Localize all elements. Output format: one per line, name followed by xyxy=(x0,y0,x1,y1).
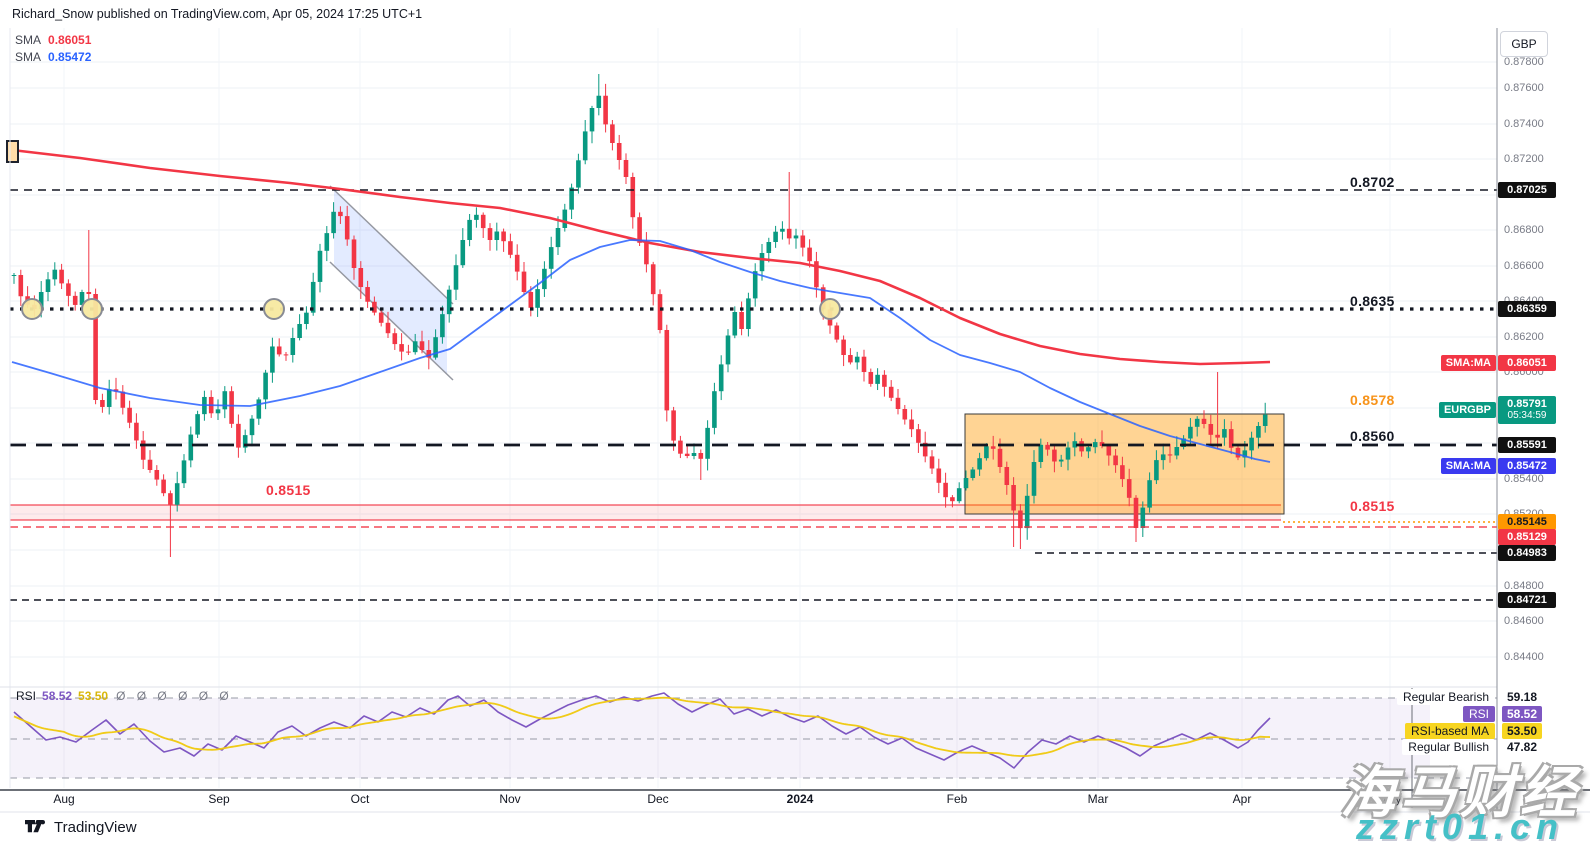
rsi-row-label: RSI-based MA xyxy=(1404,723,1495,739)
rsi-row-value: 58.52 xyxy=(1502,706,1543,722)
axis-price-badge: 0.85129 xyxy=(1498,529,1556,545)
support-zone-0-8515[interactable] xyxy=(10,505,1281,520)
tradingview-logo-text: TradingView xyxy=(54,819,137,836)
touch-point-circle[interactable] xyxy=(81,298,103,320)
rsi-row-value: 53.50 xyxy=(1502,723,1543,739)
axis-tick: 0.87600 xyxy=(1504,82,1544,94)
month-label: Sep xyxy=(208,792,230,806)
price-level-label: 0.8560 xyxy=(1350,428,1395,444)
price-level-label: 0.8515 xyxy=(1350,498,1395,514)
axis-price-badge: 0.87025 xyxy=(1498,182,1556,198)
axis-price-badge: 0.85472 xyxy=(1498,458,1556,474)
month-label: Nov xyxy=(499,792,521,806)
rsi-ma-value: 53.50 xyxy=(78,689,109,703)
tradingview-logo-icon xyxy=(25,819,45,832)
currency-toggle-button[interactable]: GBP xyxy=(1500,31,1548,57)
axis-price-badge: 0.84983 xyxy=(1498,545,1556,561)
sma-fast-legend[interactable]: SMA 0.85472 xyxy=(15,50,91,64)
countdown-timer: 05:34:59 xyxy=(1507,410,1547,421)
month-label: Dec xyxy=(647,792,669,806)
month-label: Oct xyxy=(350,792,370,806)
axis-tick: 0.87400 xyxy=(1504,118,1544,130)
rsi-row-label: Regular Bullish xyxy=(1402,739,1495,755)
axis-tick: 0.87200 xyxy=(1504,153,1544,165)
axis-tick: 0.84400 xyxy=(1504,651,1544,663)
axis-price-badge: 0.85145 xyxy=(1498,514,1556,530)
axis-price-badge: 0.84721 xyxy=(1498,592,1556,608)
axis-price-badge: 0.85791 05:34:59 xyxy=(1498,396,1556,424)
sma-slow-line[interactable] xyxy=(11,148,1271,366)
rsi-legend[interactable]: RSI 58.52 53.50 Ø Ø Ø Ø Ø Ø xyxy=(16,689,233,703)
sma-tag: SMA:MA xyxy=(1440,458,1496,474)
price-level-label: 0.8702 xyxy=(1350,174,1395,190)
tradingview-logo[interactable]: TradingView xyxy=(25,819,137,836)
rsi-pane xyxy=(10,692,1497,779)
sma-fast-value: 0.85472 xyxy=(48,50,92,64)
attribution-text: Richard_Snow published on TradingView.co… xyxy=(12,7,423,21)
month-label: Feb xyxy=(946,792,968,806)
touch-point-circle[interactable] xyxy=(263,298,285,320)
price-level-label: 0.8515 xyxy=(266,482,311,498)
month-label: Mar xyxy=(1087,792,1109,806)
sma-tag: SMA:MA xyxy=(1440,355,1496,371)
pane-borders xyxy=(0,28,1590,813)
rsi-empty-slots: Ø Ø Ø Ø Ø Ø xyxy=(116,689,233,703)
touch-point-circle[interactable] xyxy=(819,298,841,320)
axis-price-badge: 0.86359 xyxy=(1498,301,1556,317)
rsi-value: 58.52 xyxy=(42,689,73,703)
month-label: Aug xyxy=(53,792,75,806)
level-lines xyxy=(10,189,1497,601)
axis-tick: 0.86200 xyxy=(1504,331,1544,343)
sma-fast-line[interactable] xyxy=(11,239,1271,463)
watermark-cn: 海马财经 xyxy=(1340,761,1580,824)
rsi-row-value: 47.82 xyxy=(1502,739,1543,755)
month-label: Apr xyxy=(1232,792,1252,806)
axis-price-badge: 0.85591 xyxy=(1498,437,1556,453)
sma-slow-label: SMA xyxy=(15,33,42,47)
axis-price-badge: 0.86051 xyxy=(1498,355,1556,371)
axis-tick: 0.84800 xyxy=(1504,580,1544,592)
level-markers xyxy=(6,140,841,320)
sma-fast-label: SMA xyxy=(15,50,42,64)
sma-slow-legend[interactable]: SMA 0.86051 xyxy=(15,33,91,47)
axis-tick: 0.85400 xyxy=(1504,473,1544,485)
drawings-under xyxy=(10,185,1285,521)
rsi-label: RSI xyxy=(16,689,37,703)
symbol-tag: EURGBP xyxy=(1438,402,1496,418)
axis-tick: 0.86800 xyxy=(1504,224,1544,236)
price-level-label: 0.8578 xyxy=(1350,392,1395,408)
month-label: May xyxy=(1378,792,1402,806)
rsi-row-value: 59.18 xyxy=(1502,689,1543,705)
price-level-label: 0.8635 xyxy=(1350,293,1395,309)
rsi-row-label: Regular Bearish xyxy=(1396,689,1495,705)
sma-slow-value: 0.86051 xyxy=(48,33,92,47)
touch-point-circle[interactable] xyxy=(21,298,43,320)
bull-flag-channel[interactable] xyxy=(334,190,447,374)
rsi-row-label: RSI xyxy=(1462,706,1495,722)
left-edge-marker[interactable] xyxy=(6,140,19,163)
axis-tick: 0.84600 xyxy=(1504,615,1544,627)
axis-tick: 0.86600 xyxy=(1504,260,1544,272)
axis-tick: 0.87800 xyxy=(1504,56,1544,68)
watermark-url: zzrt01.cn xyxy=(1355,806,1564,847)
rsi-ma-line[interactable] xyxy=(13,696,1271,757)
month-label: 2024 xyxy=(786,792,814,806)
rsi-line[interactable] xyxy=(13,692,1271,769)
